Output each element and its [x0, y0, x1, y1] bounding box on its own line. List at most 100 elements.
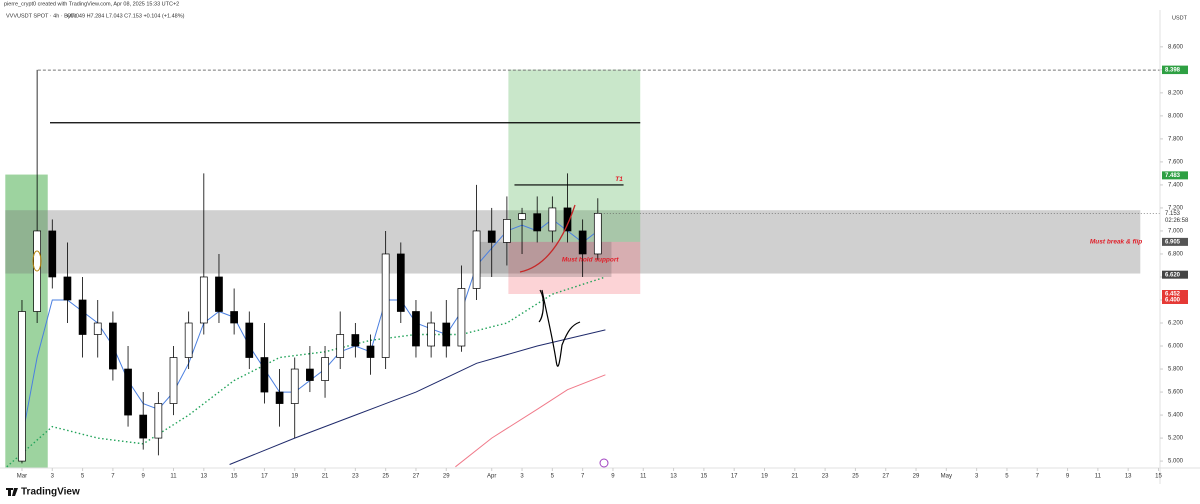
x-tick-label: 9 — [611, 474, 615, 480]
x-tick-label: 3 — [975, 474, 979, 480]
candle-body — [563, 207, 572, 232]
x-tick-label: May — [941, 474, 952, 480]
zone — [5, 174, 48, 468]
y-tick-label: 7.400 — [1168, 182, 1184, 188]
candle-body — [306, 368, 314, 381]
candle-body — [139, 414, 148, 439]
price-label-bg — [1162, 270, 1188, 279]
x-tick-label: 17 — [731, 474, 738, 480]
price-label: 6.905 — [1165, 239, 1181, 245]
candle-body — [78, 299, 87, 335]
annotation: T1 — [615, 176, 623, 183]
candle-body — [215, 276, 223, 312]
candle-body — [578, 230, 587, 255]
price-label-bg — [1162, 295, 1188, 304]
x-tick-label: 11 — [1095, 474, 1102, 480]
candle-body — [184, 322, 193, 358]
x-tick-label: 9 — [142, 474, 146, 480]
price-label: 6.452 — [1165, 292, 1181, 298]
candle-body — [230, 311, 238, 324]
zone — [508, 69, 641, 242]
x-tick-label: 17 — [261, 474, 268, 480]
zone — [5, 210, 1141, 274]
candle-body — [381, 253, 390, 358]
candle-body — [169, 357, 178, 404]
y-tick-label: 7.600 — [1168, 159, 1184, 165]
currency: USDT — [1172, 15, 1188, 21]
x-tick-label: 19 — [761, 474, 768, 480]
x-tick-label: 5 — [1005, 474, 1009, 480]
candle-body — [124, 368, 132, 416]
x-tick-label: 29 — [913, 474, 920, 480]
x-tick-label: 15 — [701, 474, 708, 480]
y-tick-label: 7.200 — [1168, 206, 1184, 212]
x-tick-label: 3 — [51, 474, 55, 480]
y-tick-label: 8.600 — [1168, 44, 1184, 50]
annotation: Must hold support — [562, 256, 620, 263]
brand: TradingView — [21, 487, 80, 498]
price-label: 7.483 — [1165, 173, 1181, 179]
event-icon — [599, 458, 609, 468]
candle-body — [487, 230, 496, 243]
plot — [5, 69, 1160, 468]
symbol: VVVUSDT SPOT · 4h · Bybit — [6, 13, 77, 19]
y-tick-label: 7.800 — [1168, 136, 1184, 142]
moving-average — [229, 329, 606, 465]
highlight — [32, 250, 42, 272]
candle-body — [321, 357, 329, 381]
x-tick-label: Apr — [487, 474, 496, 480]
candle-body — [48, 230, 57, 278]
x-tick-label: 29 — [443, 474, 450, 480]
ohlc: O7.049 H7.284 L7.043 C7.153 +0.104 (+1.4… — [67, 13, 185, 19]
x-tick-label: 13 — [1125, 474, 1132, 480]
y-tick-label: 5.000 — [1168, 459, 1184, 465]
y-tick-label: 5.800 — [1168, 367, 1184, 373]
x-tick-label: Mar — [17, 474, 27, 480]
y-tick-label: 5.600 — [1168, 390, 1184, 396]
annotation: Must break & flip — [1090, 239, 1142, 246]
x-tick-label: 13 — [200, 474, 207, 480]
x-tick-label: 25 — [852, 474, 859, 480]
candle-body — [548, 207, 557, 232]
candle-body — [154, 403, 163, 439]
x-tick-label: 25 — [382, 474, 389, 480]
x-tick-label: 5 — [81, 474, 85, 480]
x-tick-label: 7 — [1036, 474, 1040, 480]
y-tick-label: 8.000 — [1168, 113, 1184, 119]
x-tick-label: 21 — [791, 474, 798, 480]
x-tick-label: 15 — [1155, 474, 1162, 480]
candle-body — [93, 322, 102, 335]
candle-body — [472, 230, 481, 289]
y-tick-label: 6.800 — [1168, 252, 1184, 258]
y-tick-label: 6.200 — [1168, 321, 1184, 327]
y-tick-label: 6.000 — [1168, 344, 1184, 350]
candle-body — [18, 311, 26, 462]
y-tick-label: 8.200 — [1168, 90, 1184, 96]
price-label: 6.620 — [1165, 272, 1181, 278]
candle-body — [442, 322, 451, 347]
candle-body — [351, 334, 360, 347]
x-tick-label: 27 — [882, 474, 889, 480]
hand-drawing — [538, 289, 544, 323]
candle-body — [63, 276, 72, 301]
x-tick-label: 23 — [822, 474, 829, 480]
price-label-bg — [1162, 66, 1188, 75]
x-tick-label: 3 — [520, 474, 524, 480]
last-price: 7.153 — [1165, 211, 1181, 217]
price-label-bg — [1162, 171, 1188, 180]
x-tick-label: 11 — [170, 474, 177, 480]
x-tick-label: 7 — [581, 474, 585, 480]
x-tick-label: 23 — [352, 474, 359, 480]
candle-body — [593, 212, 602, 255]
price-label: 6.400 — [1165, 298, 1181, 304]
credit: pierre_crypt0 created with TradingView.c… — [4, 1, 179, 7]
logo — [6, 488, 18, 496]
candle-body — [109, 322, 117, 370]
candle-body — [260, 357, 269, 393]
y-tick-label: 7.000 — [1168, 229, 1184, 235]
price-label: 8.398 — [1165, 68, 1181, 74]
candle-body — [290, 368, 299, 404]
price-label-bg — [1162, 290, 1188, 299]
